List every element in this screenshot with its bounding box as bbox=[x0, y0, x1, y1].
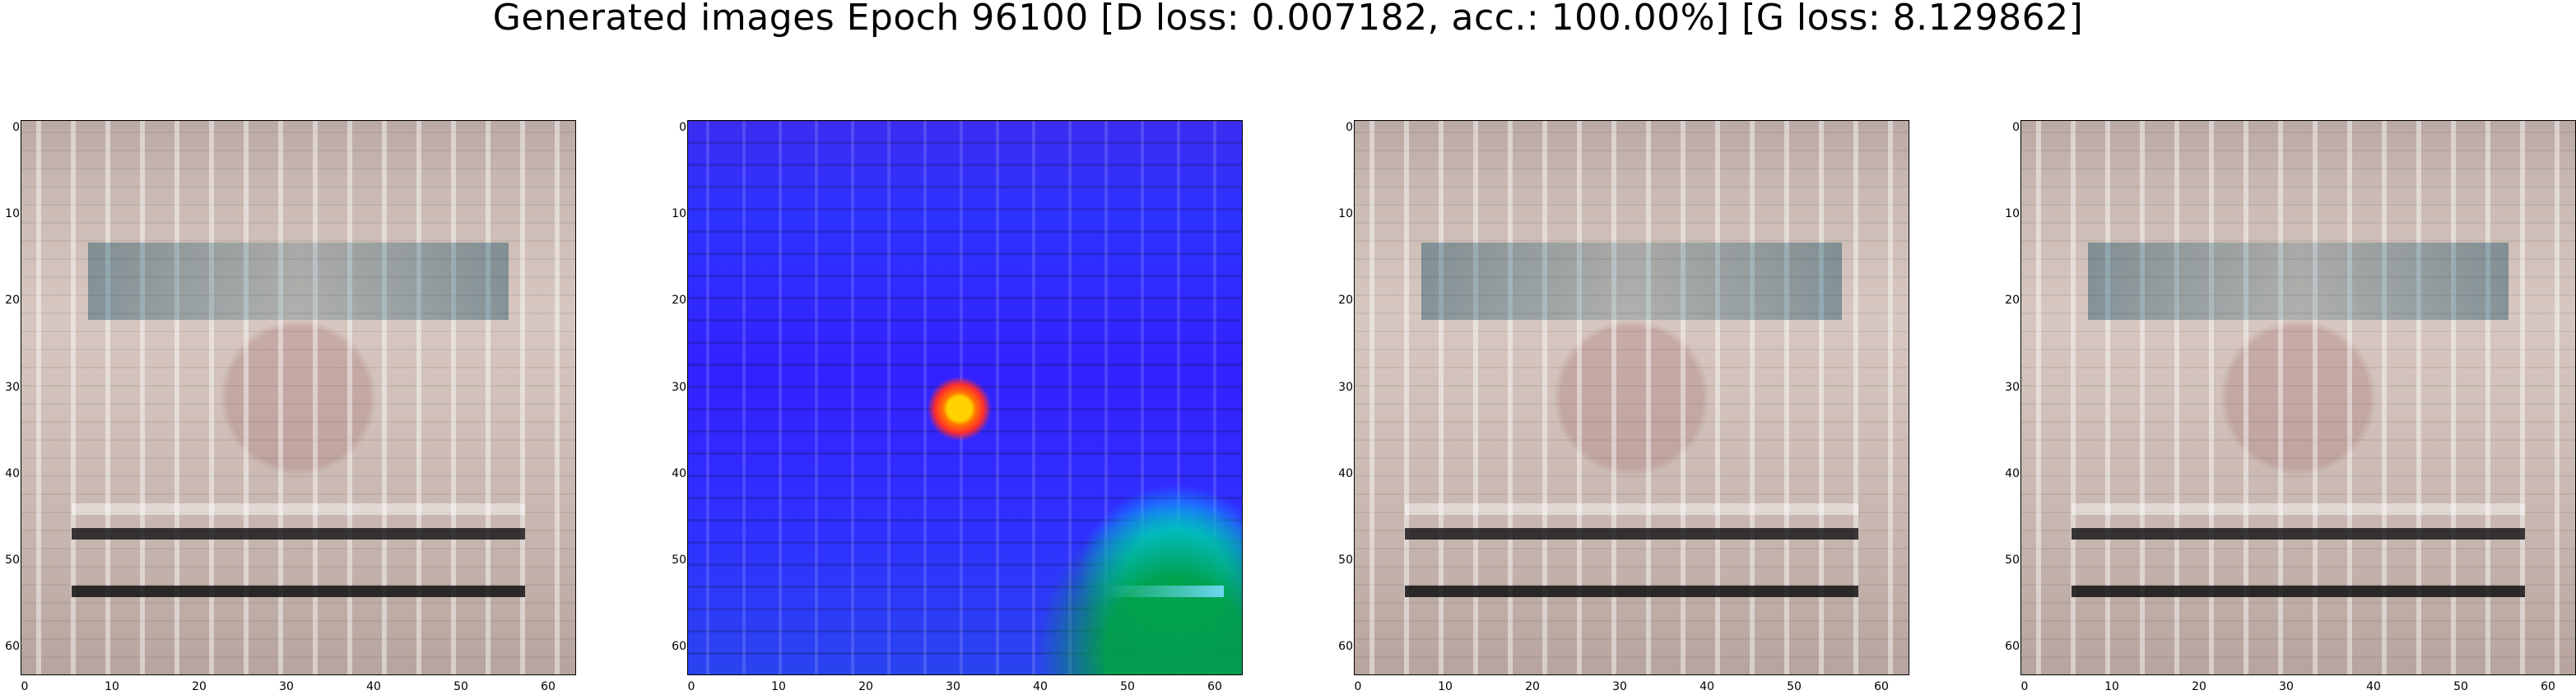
x-tick-label: 30 bbox=[2279, 680, 2294, 693]
y-tick-label: 10 bbox=[1338, 207, 1353, 220]
x-tick-label: 40 bbox=[1033, 680, 1048, 693]
figure-title: Generated images Epoch 96100 [D loss: 0.… bbox=[492, 0, 2084, 39]
y-tick-label: 50 bbox=[5, 554, 20, 567]
x-tick-label: 30 bbox=[946, 680, 960, 693]
y-tick-label: 30 bbox=[5, 381, 20, 394]
y-tick-label: 50 bbox=[2005, 554, 2020, 567]
x-tick-label: 60 bbox=[1207, 680, 1222, 693]
y-tick-label: 50 bbox=[672, 554, 686, 567]
x-tick-label: 20 bbox=[858, 680, 873, 693]
y-tick-label: 40 bbox=[5, 467, 20, 480]
x-tick-label: 10 bbox=[1438, 680, 1453, 693]
y-tick-label: 20 bbox=[672, 294, 686, 307]
y-tick-label: 20 bbox=[1338, 294, 1353, 307]
x-tick-label: 50 bbox=[453, 680, 468, 693]
y-tick-label: 50 bbox=[1338, 554, 1353, 567]
generated-image-1 bbox=[21, 120, 576, 675]
x-tick-label: 20 bbox=[2192, 680, 2206, 693]
x-tick-label: 60 bbox=[2541, 680, 2555, 693]
y-tick-label: 10 bbox=[2005, 207, 2020, 220]
y-tick-label: 60 bbox=[1338, 640, 1353, 653]
x-tick-label: 40 bbox=[2366, 680, 2381, 693]
x-tick-label: 40 bbox=[366, 680, 381, 693]
y-tick-label: 30 bbox=[1338, 381, 1353, 394]
x-tick-label: 10 bbox=[105, 680, 119, 693]
x-tick-label: 30 bbox=[1612, 680, 1627, 693]
x-tick-label: 30 bbox=[279, 680, 294, 693]
x-tick-label: 0 bbox=[687, 680, 695, 693]
x-tick-label: 40 bbox=[1700, 680, 1714, 693]
x-tick-label: 20 bbox=[192, 680, 207, 693]
y-tick-label: 0 bbox=[12, 121, 20, 134]
y-tick-label: 0 bbox=[679, 121, 686, 134]
y-tick-label: 10 bbox=[5, 207, 20, 220]
x-tick-label: 0 bbox=[21, 680, 29, 693]
y-tick-label: 0 bbox=[1346, 121, 1353, 134]
y-tick-label: 20 bbox=[2005, 294, 2020, 307]
y-tick-label: 30 bbox=[672, 381, 686, 394]
generated-image-3 bbox=[1354, 120, 1909, 675]
y-tick-label: 10 bbox=[672, 207, 686, 220]
x-tick-label: 60 bbox=[541, 680, 556, 693]
x-tick-label: 0 bbox=[1354, 680, 1362, 693]
y-tick-label: 0 bbox=[2012, 121, 2020, 134]
x-tick-label: 10 bbox=[771, 680, 786, 693]
x-tick-label: 10 bbox=[2104, 680, 2119, 693]
x-tick-label: 50 bbox=[1787, 680, 1802, 693]
y-tick-label: 60 bbox=[672, 640, 686, 653]
x-tick-label: 50 bbox=[2453, 680, 2468, 693]
x-tick-label: 50 bbox=[1120, 680, 1135, 693]
generated-image-4 bbox=[2020, 120, 2576, 675]
y-tick-label: 40 bbox=[672, 467, 686, 480]
y-tick-label: 30 bbox=[2005, 381, 2020, 394]
generated-image-2 bbox=[687, 120, 1243, 675]
y-tick-label: 20 bbox=[5, 294, 20, 307]
y-tick-label: 60 bbox=[2005, 640, 2020, 653]
x-tick-label: 0 bbox=[2020, 680, 2029, 693]
y-tick-label: 40 bbox=[1338, 467, 1353, 480]
x-tick-label: 20 bbox=[1525, 680, 1540, 693]
y-tick-label: 40 bbox=[2005, 467, 2020, 480]
x-tick-label: 60 bbox=[1874, 680, 1889, 693]
y-tick-label: 60 bbox=[5, 640, 20, 653]
